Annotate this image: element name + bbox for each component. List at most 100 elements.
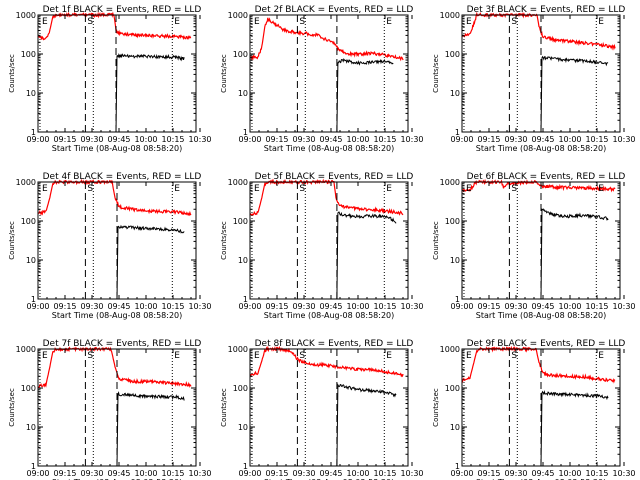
y-tick-label: 100 — [445, 384, 460, 393]
x-tick-label: 09:45 — [107, 302, 130, 311]
x-tick-label: 10:15 — [161, 302, 184, 311]
events-series-line — [540, 389, 609, 467]
y-tick-label: 10 — [238, 423, 248, 432]
x-tick-label: 09:00 — [26, 469, 49, 478]
x-tick-label: 09:45 — [107, 135, 130, 144]
x-tick-label: 09:00 — [238, 469, 261, 478]
marker-label: E — [42, 184, 48, 194]
y-tick-label: 100 — [21, 50, 36, 59]
marker-label: S — [299, 17, 305, 27]
lld-series-line — [249, 17, 404, 62]
x-tick-label: 10:15 — [585, 469, 608, 478]
lld-series-line — [37, 11, 192, 41]
x-tick-label: 09:45 — [107, 469, 130, 478]
marker-label: S — [87, 184, 93, 194]
y-tick-label: 10 — [450, 89, 460, 98]
x-tick-label: 09:30 — [292, 302, 315, 311]
x-tick-label: 09:15 — [53, 135, 76, 144]
lld-series-line — [37, 346, 192, 389]
detector-panel: Det 8f BLACK = Events, RED = LLD E S E 09:00… — [220, 339, 424, 480]
marker-label: S — [511, 351, 517, 361]
plot-frame — [249, 181, 409, 300]
events-series-line — [540, 208, 609, 300]
plot-frame — [37, 348, 197, 467]
plot-frame — [461, 348, 621, 467]
x-tick-label: 10:30 — [612, 469, 635, 478]
y-axis-label: Counts/sec — [220, 54, 228, 93]
detector-panel: Det 9f BLACK = Events, RED = LLD E S E 09:00… — [432, 339, 636, 480]
y-tick-label: 1 — [243, 462, 248, 471]
y-axis-label: Counts/sec — [432, 221, 440, 260]
marker-label: E — [466, 184, 472, 194]
x-axis-label: Start Time (08-Aug-08 08:58:20) — [52, 144, 183, 153]
x-tick-label: 09:00 — [238, 302, 261, 311]
x-tick-label: 09:45 — [319, 135, 342, 144]
x-tick-label: 10:00 — [558, 135, 581, 144]
x-tick-label: 10:15 — [161, 135, 184, 144]
marker-label: S — [511, 184, 517, 194]
x-axis-label: Start Time (08-Aug-08 08:58:20) — [476, 144, 607, 153]
lld-series-line — [461, 11, 616, 51]
events-series-line — [336, 383, 397, 467]
y-tick-label: 1000 — [440, 11, 460, 20]
x-tick-label: 09:45 — [531, 302, 554, 311]
x-axis-label: Start Time (08-Aug-08 08:58:20) — [264, 144, 395, 153]
panel-title: Det 5f BLACK = Events, RED = LLD — [255, 172, 414, 182]
x-tick-label: 09:00 — [450, 302, 473, 311]
y-tick-label: 1000 — [16, 11, 36, 20]
panel-title: Det 7f BLACK = Events, RED = LLD — [43, 339, 202, 349]
x-tick-label: 10:00 — [134, 302, 157, 311]
y-tick-label: 100 — [233, 217, 248, 226]
y-tick-label: 1000 — [440, 178, 460, 187]
x-tick-label: 09:45 — [531, 469, 554, 478]
x-tick-label: 09:15 — [477, 302, 500, 311]
y-tick-label: 1 — [243, 295, 248, 304]
x-tick-label: 09:45 — [319, 302, 342, 311]
marker-label: E — [42, 351, 48, 361]
marker-label: E — [598, 351, 604, 361]
y-axis-label: Counts/sec — [8, 54, 16, 93]
marker-label: E — [466, 351, 472, 361]
y-tick-label: 1000 — [16, 345, 36, 354]
marker-label: E — [598, 184, 604, 194]
x-tick-label: 09:15 — [53, 469, 76, 478]
x-tick-label: 09:15 — [477, 469, 500, 478]
x-tick-label: 10:00 — [134, 469, 157, 478]
x-tick-label: 09:00 — [238, 135, 261, 144]
y-tick-label: 10 — [450, 256, 460, 265]
plot-frame — [249, 348, 409, 467]
panel-title: Det 9f BLACK = Events, RED = LLD — [467, 339, 626, 349]
plot-frame — [249, 14, 409, 133]
y-tick-label: 1000 — [440, 345, 460, 354]
x-tick-label: 09:30 — [80, 302, 103, 311]
x-tick-label: 10:15 — [373, 135, 396, 144]
marker-label: E — [174, 184, 180, 194]
x-tick-label: 09:45 — [319, 469, 342, 478]
events-series-line — [540, 55, 609, 133]
x-tick-label: 10:00 — [346, 469, 369, 478]
x-tick-label: 10:15 — [585, 135, 608, 144]
marker-label: S — [299, 184, 305, 194]
x-tick-label: 10:15 — [373, 469, 396, 478]
x-tick-label: 10:00 — [134, 135, 157, 144]
x-tick-label: 10:15 — [373, 302, 396, 311]
x-tick-label: 09:15 — [477, 135, 500, 144]
x-tick-label: 09:00 — [26, 135, 49, 144]
x-tick-label: 09:00 — [450, 135, 473, 144]
plot-frame — [461, 181, 621, 300]
y-tick-label: 1 — [243, 128, 248, 137]
marker-label: E — [386, 184, 392, 194]
marker-label: E — [598, 17, 604, 27]
y-axis-label: Counts/sec — [8, 388, 16, 427]
y-tick-label: 1000 — [228, 11, 248, 20]
y-tick-label: 100 — [233, 384, 248, 393]
x-tick-label: 09:30 — [80, 135, 103, 144]
panel-title: Det 8f BLACK = Events, RED = LLD — [255, 339, 414, 349]
x-tick-label: 10:00 — [558, 302, 581, 311]
detector-panel: Det 6f BLACK = Events, RED = LLD E S E 09:00… — [432, 172, 636, 320]
x-tick-label: 09:30 — [504, 469, 527, 478]
x-axis-label: Start Time (08-Aug-08 08:58:20) — [264, 311, 395, 320]
events-series-line — [116, 391, 185, 467]
x-axis-label: Start Time (08-Aug-08 08:58:20) — [476, 478, 607, 480]
y-tick-label: 10 — [238, 256, 248, 265]
